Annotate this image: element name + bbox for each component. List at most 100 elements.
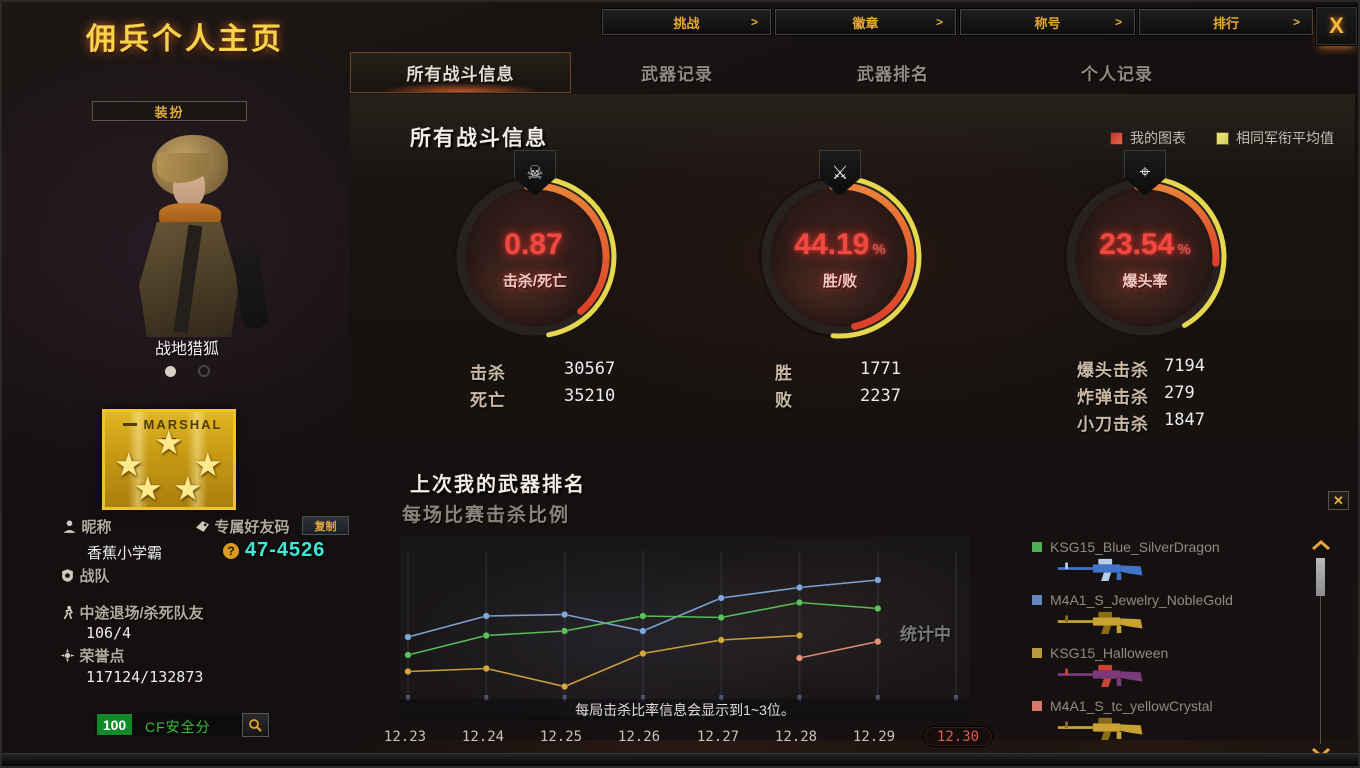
nav-button-badge[interactable]: 徽章 >: [775, 9, 956, 35]
chevron-right-icon: >: [750, 15, 758, 29]
gauge-label: 爆头率: [1122, 273, 1168, 290]
stat-bomb-kills-value: 279: [1164, 383, 1195, 403]
nav-label: 排行: [1212, 15, 1239, 31]
friend-code-value: 47-4526: [245, 539, 326, 561]
dress-up-button[interactable]: 装扮: [92, 101, 247, 121]
nickname-row: 昵称: [62, 516, 111, 537]
legend-my-chart: 我的图表: [1110, 128, 1186, 148]
stat-deaths-value: 35210: [564, 386, 616, 406]
chevron-right-icon: >: [935, 15, 943, 29]
friend-code-row: 专属好友码: [195, 516, 289, 537]
gauge-value: 23.54: [1099, 228, 1175, 261]
nav-button-title[interactable]: 称号 >: [960, 9, 1135, 35]
stat-losses-value: 2237: [860, 386, 901, 406]
x-axis-label-current[interactable]: 12.30: [923, 726, 993, 747]
scrollbar-track[interactable]: [1320, 558, 1321, 744]
honor-value: 117124/132873: [86, 668, 204, 686]
stat-deaths-label: 死亡: [470, 391, 506, 410]
crossed-rifles-icon: ⚔: [831, 162, 849, 184]
weapon-list-item[interactable]: KSG15_Halloween: [1032, 645, 1168, 661]
scrollbar-thumb[interactable]: [1316, 558, 1325, 596]
nav-button-challenge[interactable]: 挑战 >: [602, 9, 771, 35]
nav-label: 挑战: [673, 15, 700, 31]
character-portrait: [97, 127, 282, 337]
security-lookup-button[interactable]: [242, 713, 269, 737]
carousel-dot-active[interactable]: [165, 366, 176, 377]
series-swatch-salmon: [1032, 701, 1042, 711]
question-circle-icon[interactable]: ?: [223, 543, 239, 559]
running-person-icon: [63, 605, 73, 620]
weapon-rank-close-button[interactable]: ✕: [1328, 491, 1349, 510]
gauge-unit: %: [872, 241, 886, 258]
close-icon: X: [1329, 13, 1344, 38]
nav-button-ranking[interactable]: 排行 >: [1139, 9, 1313, 35]
x-axis-label: 12.23: [383, 729, 427, 745]
legend-rank-average: 相同军衔平均值: [1216, 128, 1334, 148]
rank-badge-marshal: MARSHAL ★ ★ ★ ★ ★: [102, 409, 236, 510]
weapon-list-item[interactable]: KSG15_Blue_SilverDragon: [1032, 539, 1220, 555]
page-title: 佣兵个人主页: [86, 23, 284, 56]
series-swatch-green: [1032, 542, 1042, 552]
nickname-value: 香蕉小学霸: [87, 545, 163, 562]
security-score-label: CF安全分: [145, 719, 211, 735]
x-axis-label: 12.25: [539, 729, 583, 745]
tab-label: 所有战斗信息: [406, 65, 515, 84]
clan-shield-icon: [62, 569, 73, 582]
stat-knife-kills-label: 小刀击杀: [1077, 415, 1149, 434]
legend-label: 相同军衔平均值: [1236, 130, 1334, 146]
magnifier-icon: [249, 718, 262, 732]
close-icon: ✕: [1333, 492, 1344, 508]
weapon-name: KSG15_Blue_SilverDragon: [1050, 539, 1220, 555]
honor-label: 荣誉点: [79, 648, 125, 665]
stat-kills-value: 30567: [564, 359, 616, 379]
tab-all-combat-info[interactable]: 所有战斗信息: [350, 52, 571, 93]
stat-headshot-kills-value: 7194: [1164, 356, 1205, 376]
legend-swatch-red: [1110, 131, 1123, 145]
star-icon: ★: [173, 470, 203, 507]
gauge-win-ratio: ⚔ 44.19% 胜/败: [745, 150, 935, 352]
star-icon: ★: [133, 470, 163, 507]
copy-friend-code-button[interactable]: 复制: [302, 516, 349, 535]
gauge-value: 44.19: [794, 228, 870, 261]
close-window-button[interactable]: X: [1315, 6, 1358, 46]
gauge-label: 胜/败: [822, 273, 858, 290]
carousel-dot[interactable]: [198, 365, 210, 377]
tab-personal-records[interactable]: 个人记录: [1014, 52, 1220, 93]
gauge-unit: %: [1177, 241, 1191, 258]
tab-label: 武器排名: [857, 65, 929, 84]
star-icon: ★: [114, 446, 144, 483]
series-swatch-blue: [1032, 595, 1042, 605]
quit-value: 106/4: [86, 624, 132, 642]
tab-label: 个人记录: [1081, 65, 1153, 84]
weapon-name: M4A1_S_Jewelry_NobleGold: [1050, 592, 1233, 608]
nav-label: 徽章: [852, 15, 879, 31]
stat-knife-kills-value: 1847: [1164, 410, 1205, 430]
legend-swatch-yellow: [1216, 131, 1229, 145]
x-axis-label: 12.24: [461, 729, 505, 745]
medal-icon: [60, 648, 75, 663]
stat-kills-label: 击杀: [470, 364, 506, 383]
weapon-thumbnail: [1057, 558, 1143, 581]
weapon-thumbnail: [1057, 611, 1143, 634]
weapon-rank-title: 上次我的武器排名: [410, 474, 586, 496]
stat-headshot-kills-label: 爆头击杀: [1077, 361, 1149, 380]
quit-label: 中途退场/杀死队友: [79, 605, 204, 622]
friend-code-label: 专属好友码: [214, 519, 290, 536]
weapon-rank-subtitle: 每场比赛击杀比例: [402, 505, 571, 526]
x-axis-label: 12.27: [696, 729, 740, 745]
scroll-up-button[interactable]: [1310, 538, 1332, 552]
clan-label: 战队: [79, 568, 110, 585]
tab-weapon-ranking[interactable]: 武器排名: [790, 52, 996, 93]
kill-ratio-chart: [400, 537, 970, 717]
weapon-list-item[interactable]: M4A1_S_tc_yellowCrystal: [1032, 698, 1213, 714]
section-title: 所有战斗信息: [410, 127, 548, 150]
star-icon: ★: [193, 446, 223, 483]
weapon-list-item[interactable]: M4A1_S_Jewelry_NobleGold: [1032, 592, 1233, 608]
tab-weapon-records[interactable]: 武器记录: [574, 52, 780, 93]
legend-label: 我的图表: [1130, 130, 1186, 146]
series-swatch-yellow: [1032, 648, 1042, 658]
skull-icon: ☠: [526, 162, 544, 184]
sniper-scope-icon: ⌖: [1139, 162, 1151, 183]
star-icon: ★: [154, 424, 184, 461]
